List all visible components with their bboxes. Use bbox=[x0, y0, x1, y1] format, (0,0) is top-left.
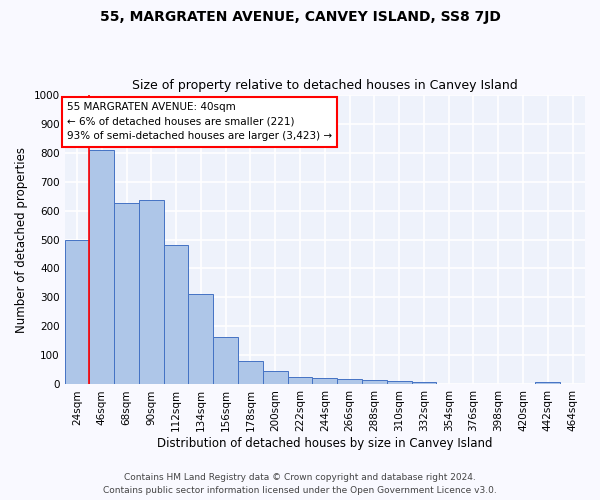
Bar bbox=[188, 294, 213, 384]
Bar bbox=[213, 337, 238, 384]
Y-axis label: Number of detached properties: Number of detached properties bbox=[15, 146, 28, 332]
Bar bbox=[139, 200, 164, 384]
Bar bbox=[535, 382, 560, 384]
Bar bbox=[337, 378, 362, 384]
Bar bbox=[387, 380, 412, 384]
Bar bbox=[89, 150, 114, 384]
Text: Contains HM Land Registry data © Crown copyright and database right 2024.
Contai: Contains HM Land Registry data © Crown c… bbox=[103, 474, 497, 495]
Title: Size of property relative to detached houses in Canvey Island: Size of property relative to detached ho… bbox=[132, 79, 518, 92]
Text: 55 MARGRATEN AVENUE: 40sqm
← 6% of detached houses are smaller (221)
93% of semi: 55 MARGRATEN AVENUE: 40sqm ← 6% of detac… bbox=[67, 102, 332, 142]
Text: 55, MARGRATEN AVENUE, CANVEY ISLAND, SS8 7JD: 55, MARGRATEN AVENUE, CANVEY ISLAND, SS8… bbox=[100, 10, 500, 24]
Bar bbox=[313, 378, 337, 384]
Bar bbox=[263, 372, 287, 384]
Bar bbox=[238, 360, 263, 384]
Bar bbox=[287, 377, 313, 384]
X-axis label: Distribution of detached houses by size in Canvey Island: Distribution of detached houses by size … bbox=[157, 437, 493, 450]
Bar bbox=[114, 204, 139, 384]
Bar bbox=[362, 380, 387, 384]
Bar bbox=[412, 382, 436, 384]
Bar bbox=[65, 240, 89, 384]
Bar bbox=[164, 246, 188, 384]
